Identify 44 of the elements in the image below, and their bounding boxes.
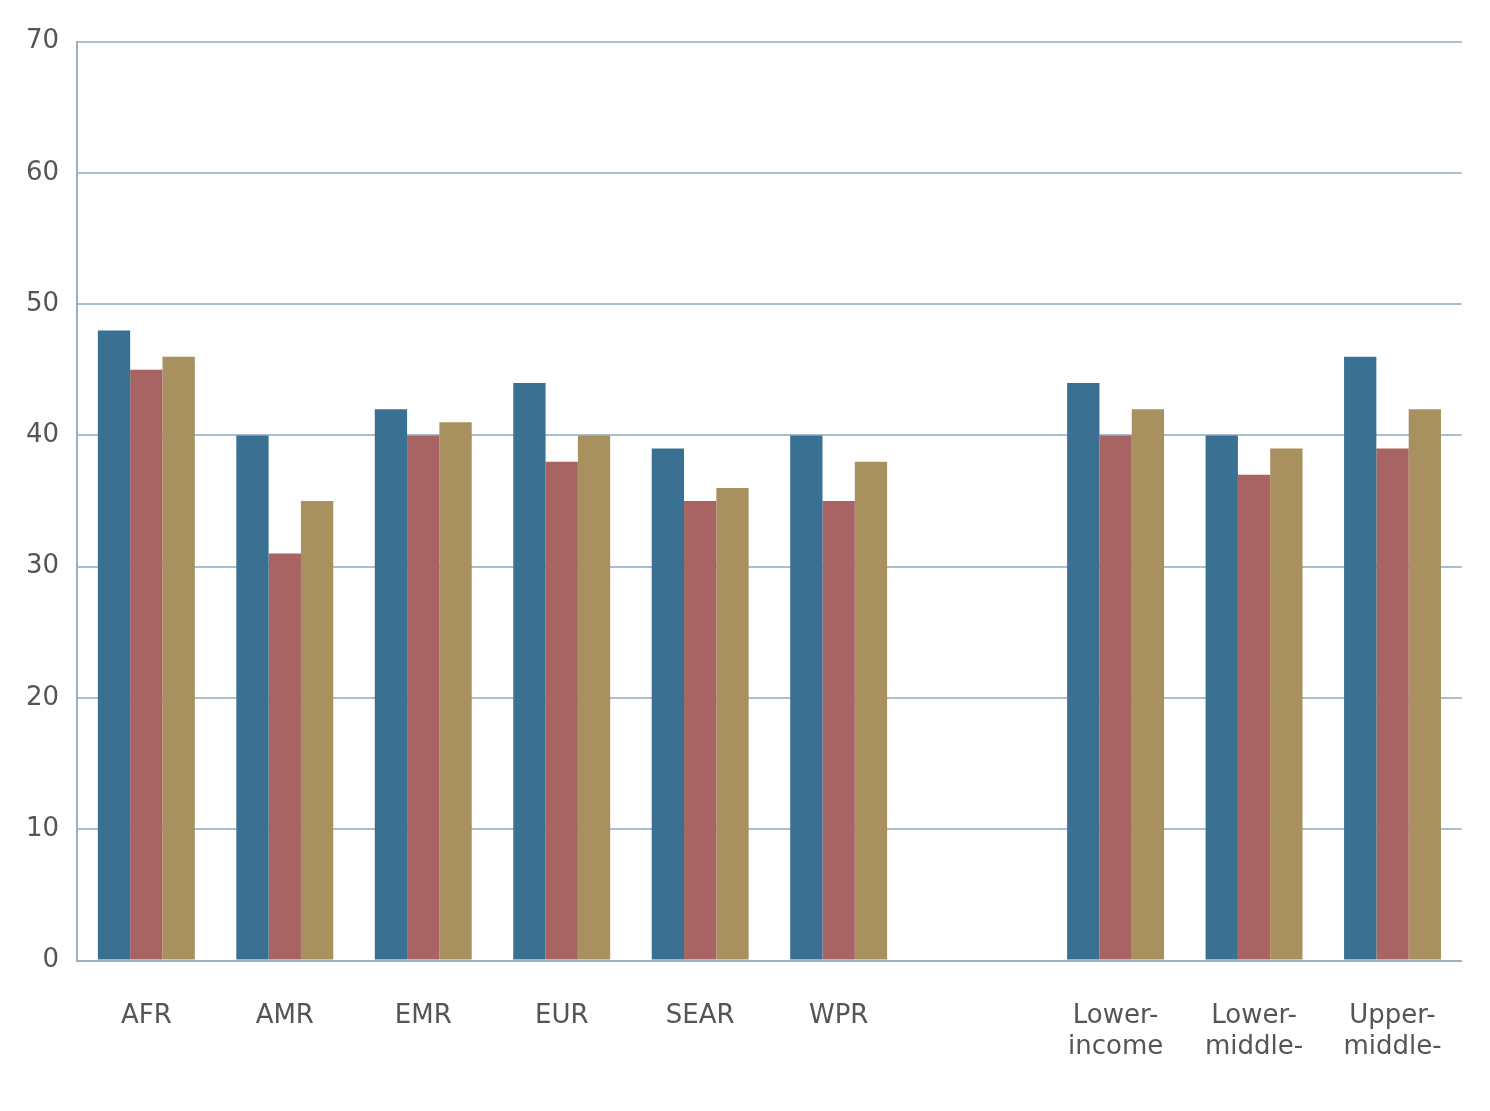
bar bbox=[268, 553, 301, 960]
bar bbox=[407, 435, 440, 960]
x-tick-label: EMR bbox=[394, 998, 452, 1029]
bar bbox=[1131, 409, 1165, 960]
x-tick-label: Lower-income bbox=[1067, 998, 1164, 1061]
bar bbox=[1344, 356, 1377, 960]
x-tick-label: Upper-middle- bbox=[1343, 998, 1442, 1061]
bar bbox=[1270, 448, 1303, 960]
bar bbox=[716, 487, 749, 960]
y-tick-label: 30 bbox=[25, 549, 60, 580]
bar bbox=[1376, 448, 1409, 960]
bar bbox=[130, 369, 163, 960]
bar bbox=[684, 501, 717, 960]
y-tick-label: 20 bbox=[25, 680, 60, 711]
bar bbox=[577, 435, 611, 960]
bar bbox=[545, 461, 578, 960]
bar bbox=[236, 435, 269, 960]
y-tick-label: 50 bbox=[25, 286, 60, 317]
bar bbox=[854, 461, 888, 960]
x-tick-label: AFR bbox=[120, 998, 172, 1029]
y-tick-label: 70 bbox=[25, 24, 60, 55]
bar bbox=[374, 409, 408, 960]
bar bbox=[513, 382, 546, 960]
bar bbox=[1067, 382, 1100, 960]
y-tick-label: 40 bbox=[25, 418, 60, 449]
bar bbox=[300, 501, 334, 960]
bar bbox=[790, 435, 823, 960]
y-tick-label: 60 bbox=[25, 155, 60, 186]
x-tick-label: Lower-middle- bbox=[1204, 998, 1304, 1061]
bar bbox=[97, 330, 131, 960]
bar bbox=[1099, 435, 1132, 960]
y-tick-label: 0 bbox=[42, 943, 60, 974]
x-tick-label: AMR bbox=[255, 998, 314, 1029]
bar bbox=[162, 356, 195, 960]
bar bbox=[651, 448, 685, 960]
bar bbox=[1408, 409, 1441, 960]
bar bbox=[822, 501, 855, 960]
x-tick-label: WPR bbox=[808, 998, 869, 1029]
bar bbox=[439, 422, 472, 960]
x-tick-label: EUR bbox=[534, 998, 589, 1029]
bar bbox=[1237, 474, 1271, 960]
x-tick-label: SEAR bbox=[665, 998, 735, 1029]
y-tick-label: 10 bbox=[25, 812, 60, 843]
bar bbox=[1205, 435, 1238, 960]
